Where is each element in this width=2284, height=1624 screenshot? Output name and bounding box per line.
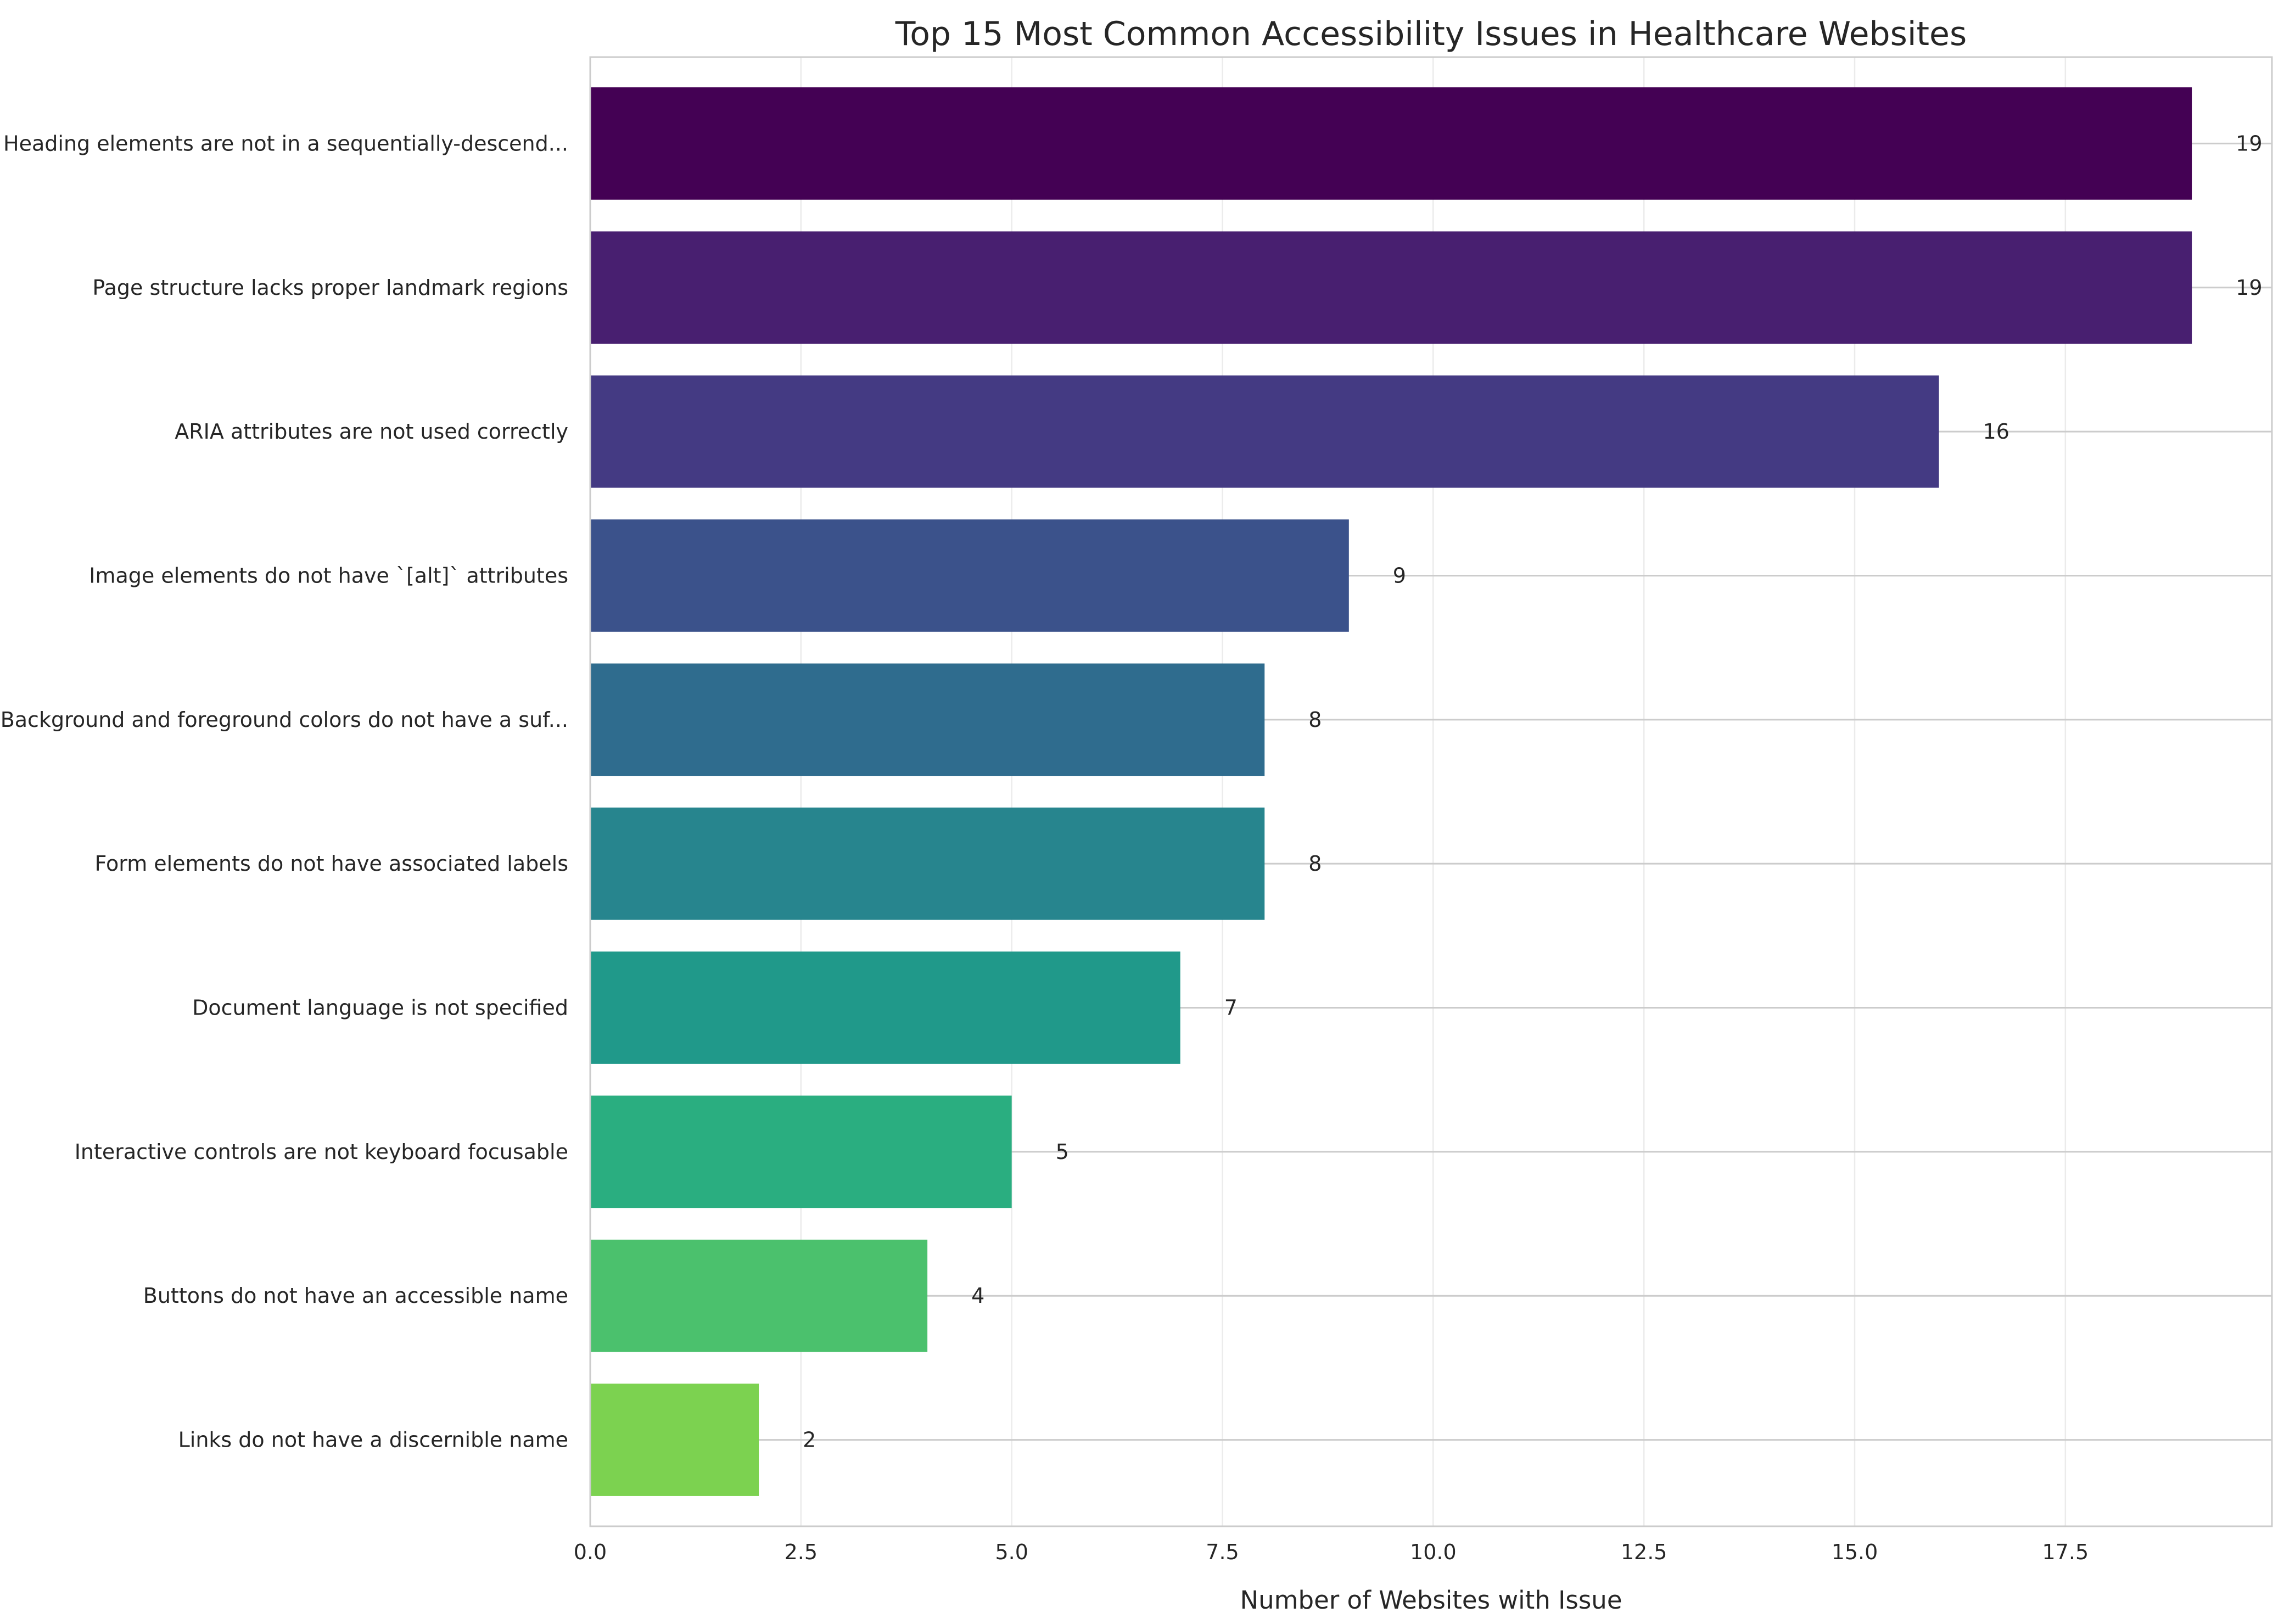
data-label: 4	[971, 1284, 984, 1308]
bars	[590, 87, 2192, 1496]
x-tick-label: 12.5	[1621, 1540, 1667, 1564]
data-label: 7	[1224, 996, 1238, 1020]
category-label: Links do not have a discernible name	[178, 1428, 568, 1452]
bar	[590, 807, 1265, 920]
category-label: Form elements do not have associated lab…	[95, 852, 569, 876]
data-label: 5	[1056, 1140, 1069, 1164]
category-label: Page structure lacks proper landmark reg…	[92, 276, 568, 300]
category-label: Heading elements are not in a sequential…	[3, 131, 568, 155]
bar	[590, 519, 1349, 632]
x-axis-label: Number of Websites with Issue	[1240, 1586, 1622, 1615]
category-label: Document language is not specified	[192, 996, 568, 1020]
bar	[590, 951, 1180, 1064]
bar	[590, 663, 1265, 776]
category-label: Background and foreground colors do not …	[1, 708, 568, 732]
data-label: 2	[803, 1428, 816, 1452]
data-label: 19	[2236, 131, 2262, 155]
x-tick-label: 5.0	[995, 1540, 1028, 1564]
x-tick-label: 17.5	[2042, 1540, 2089, 1564]
x-tick-label: 0.0	[574, 1540, 607, 1564]
bar	[590, 1384, 759, 1496]
data-label: 9	[1393, 563, 1406, 587]
category-label: Buttons do not have an accessible name	[143, 1284, 568, 1308]
x-tick-label: 15.0	[1832, 1540, 1878, 1564]
x-tick-label: 10.0	[1410, 1540, 1457, 1564]
data-label: 19	[2236, 276, 2262, 300]
category-label: ARIA attributes are not used correctly	[175, 419, 568, 444]
bar	[590, 87, 2192, 200]
data-label: 8	[1308, 708, 1322, 732]
chart-title: Top 15 Most Common Accessibility Issues …	[895, 15, 1967, 53]
bar	[590, 1095, 1012, 1208]
plot-frame	[589, 56, 2273, 1527]
category-label: Interactive controls are not keyboard fo…	[75, 1140, 568, 1164]
bar	[590, 1239, 928, 1352]
bar	[590, 231, 2192, 344]
data-label: 16	[1983, 419, 2009, 444]
x-tick-label: 7.5	[1206, 1540, 1239, 1564]
labels: 0.0 2.5 5.0 7.5 10.0 12.5 15.0 17.5 Heading elem…	[1, 131, 2263, 1564]
category-label: Image elements do not have `[alt]` attri…	[89, 563, 568, 587]
data-label: 8	[1308, 852, 1322, 876]
bar	[590, 375, 1939, 488]
x-tick-label: 2.5	[785, 1540, 818, 1564]
